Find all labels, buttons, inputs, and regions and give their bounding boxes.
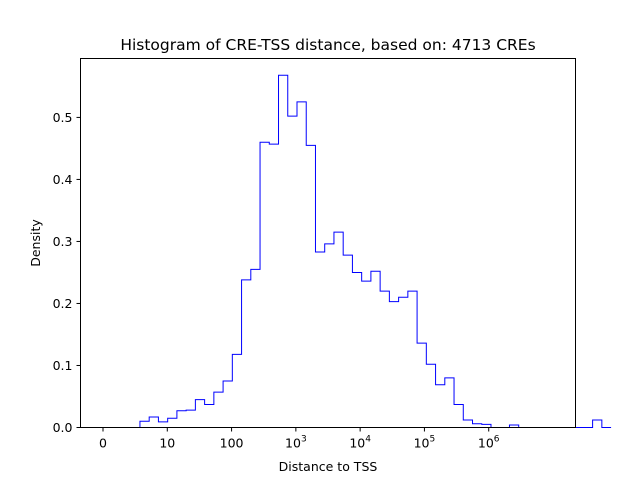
y-tick-label: 0.3 xyxy=(53,234,73,249)
y-tick-label: 0.5 xyxy=(53,110,73,125)
histogram-bar xyxy=(454,405,463,428)
chart-title: Histogram of CRE-TSS distance, based on:… xyxy=(120,36,535,54)
histogram-bar xyxy=(399,297,408,427)
y-axis-label: Density xyxy=(28,219,43,267)
histogram-bar xyxy=(214,392,223,427)
histogram-bar xyxy=(149,417,158,428)
histogram-bar xyxy=(371,271,380,427)
histogram-bar xyxy=(473,424,482,428)
histogram-bar xyxy=(315,252,324,428)
y-tick-label: 0.1 xyxy=(53,358,73,373)
histogram-bar xyxy=(380,291,389,427)
x-tick-label: 106 xyxy=(478,435,500,451)
histogram-bar xyxy=(205,405,214,428)
histogram-bar xyxy=(251,269,260,427)
x-tick-label: 10 xyxy=(159,436,175,451)
histogram-bar xyxy=(362,281,371,427)
x-tick-label: 100 xyxy=(220,436,244,451)
histogram-bar xyxy=(325,244,334,428)
histogram-bar xyxy=(306,145,315,427)
histogram-bar xyxy=(463,420,472,427)
histogram-bar xyxy=(269,144,278,427)
y-tick-label: 0.0 xyxy=(53,420,73,435)
histogram-bar xyxy=(288,116,297,427)
histogram-bar xyxy=(297,102,306,428)
histogram-bar xyxy=(426,364,435,427)
histogram-bar xyxy=(389,302,398,428)
histogram-bar xyxy=(436,385,445,428)
histogram-step-outline xyxy=(103,74,612,428)
histogram-bar xyxy=(186,410,195,427)
histogram-bar xyxy=(140,421,149,427)
y-tick-label: 0.4 xyxy=(53,172,73,187)
x-tick-label: 0 xyxy=(99,436,107,451)
histogram-bar xyxy=(242,280,251,428)
histogram-bar xyxy=(168,418,177,427)
x-tick-label: 103 xyxy=(285,435,307,451)
x-tick-label: 104 xyxy=(349,435,371,451)
histogram-bar xyxy=(408,291,417,427)
histogram-bar xyxy=(223,381,232,428)
histogram-bar xyxy=(195,400,204,428)
x-tick-label: 105 xyxy=(414,435,436,451)
histogram-bar xyxy=(232,354,241,427)
histogram-bar xyxy=(343,255,352,427)
histogram-bar xyxy=(334,232,343,427)
plot-frame xyxy=(80,58,576,428)
histogram-bar xyxy=(445,378,454,428)
histogram-bar xyxy=(177,411,186,428)
y-tick-label: 0.2 xyxy=(53,296,73,311)
histogram-bar xyxy=(352,272,361,427)
histogram-bar xyxy=(593,420,602,427)
x-axis-label: Distance to TSS xyxy=(279,459,378,474)
histogram-bar xyxy=(417,343,426,427)
histogram-bar xyxy=(158,422,167,428)
histogram-bar xyxy=(260,142,269,427)
histogram-bar xyxy=(279,75,288,427)
